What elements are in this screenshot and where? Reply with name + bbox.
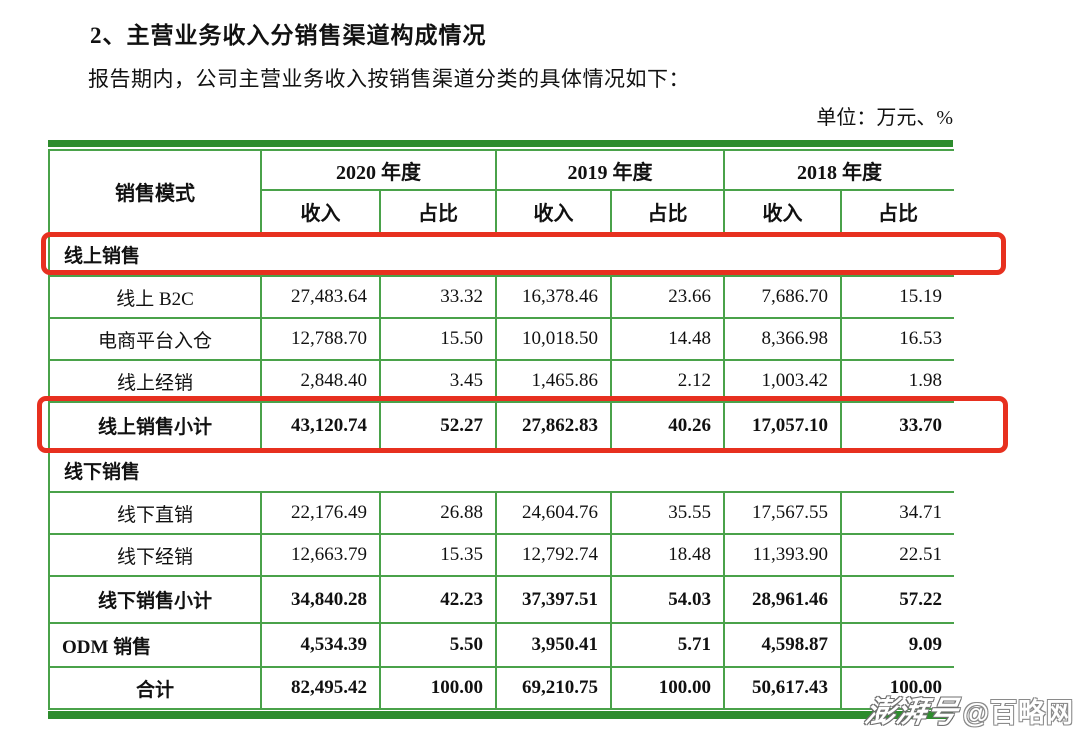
cell-income: 69,210.75 (495, 666, 612, 710)
table-row: 线下经销 12,663.79 15.35 12,792.74 18.48 11,393.9… (48, 533, 954, 577)
row-label: 线上销售 (48, 232, 954, 277)
cell-share: 14.48 (610, 317, 725, 361)
table-header-row-subcolumns: 收入 占比 收入 占比 收入 占比 (49, 189, 954, 234)
column-header-share-2019: 占比 (610, 189, 725, 234)
cell-income: 17,567.55 (723, 491, 842, 535)
cell-income: 11,393.90 (723, 533, 842, 577)
revenue-table-container: 销售模式 2020 年度 2019 年度 2018 年度 收入 占比 收入 占比… (48, 140, 954, 719)
table-body: 线上销售 线上 B2C 27,483.64 33.32 16,378.46 23.66 7,… (48, 232, 954, 710)
column-header-sales-mode: 销售模式 (48, 149, 262, 234)
unit-label: 单位：万元、% (816, 107, 953, 129)
cell-share: 33.32 (379, 275, 497, 319)
table-row: ODM 销售 4,534.39 5.50 3,950.41 5.71 4,598.87 9.… (48, 622, 954, 668)
cell-income: 34,840.28 (260, 575, 381, 624)
cell-income: 1,465.86 (495, 359, 612, 403)
cell-share: 57.22 (840, 575, 954, 624)
cell-income: 4,534.39 (260, 622, 381, 668)
row-label: 线下经销 (48, 533, 262, 577)
section-heading: 2、主营业务收入分销售渠道构成情况 (90, 23, 487, 48)
table-row: 线上 B2C 27,483.64 33.32 16,378.46 23.66 7,686.… (48, 275, 954, 319)
cell-share: 15.19 (840, 275, 954, 319)
cell-share: 2.12 (610, 359, 725, 403)
row-label: 线下直销 (48, 491, 262, 535)
table-row: 线下销售 (48, 448, 954, 493)
cell-share: 23.66 (610, 275, 725, 319)
column-header-income-2018: 收入 (723, 189, 842, 234)
cell-share: 9.09 (840, 622, 954, 668)
table-row: 线上经销 2,848.40 3.45 1,465.86 2.12 1,003.42 1.98 (48, 359, 954, 403)
cell-share: 33.70 (840, 401, 954, 450)
cell-income: 37,397.51 (495, 575, 612, 624)
cell-income: 17,057.10 (723, 401, 842, 450)
row-label: 线上销售小计 (48, 401, 262, 450)
cell-share: 18.48 (610, 533, 725, 577)
cell-income: 10,018.50 (495, 317, 612, 361)
cell-share: 100.00 (379, 666, 497, 710)
row-label: 电商平台入仓 (48, 317, 262, 361)
cell-income: 27,862.83 (495, 401, 612, 450)
table-row: 线上销售 (48, 232, 954, 277)
row-label: 线下销售 (48, 448, 954, 493)
column-header-year-2020: 2020 年度 (260, 149, 497, 191)
row-label: ODM 销售 (48, 622, 262, 668)
cell-share: 34.71 (840, 491, 954, 535)
cell-share: 15.50 (379, 317, 497, 361)
row-label: 线下销售小计 (48, 575, 262, 624)
row-label: 线上 B2C (48, 275, 262, 319)
cell-income: 50,617.43 (723, 666, 842, 710)
cell-share: 42.23 (379, 575, 497, 624)
cell-income: 16,378.46 (495, 275, 612, 319)
column-header-year-2018: 2018 年度 (723, 149, 954, 191)
table-row: 合计 82,495.42 100.00 69,210.75 100.00 50,617.4… (48, 666, 954, 710)
watermark: 澎湃号@百略网 (862, 687, 1074, 731)
watermark-logo: 澎湃号 (862, 696, 961, 729)
column-header-year-2019: 2019 年度 (495, 149, 725, 191)
cell-income: 2,848.40 (260, 359, 381, 403)
cell-income: 12,792.74 (495, 533, 612, 577)
cell-income: 4,598.87 (723, 622, 842, 668)
cell-share: 15.35 (379, 533, 497, 577)
cell-share: 40.26 (610, 401, 725, 450)
cell-income: 7,686.70 (723, 275, 842, 319)
table-top-rule (48, 140, 953, 147)
row-label: 线上经销 (48, 359, 262, 403)
cell-share: 54.03 (610, 575, 725, 624)
cell-share: 16.53 (840, 317, 954, 361)
table-row: 线上销售小计 43,120.74 52.27 27,862.83 40.26 17,057… (48, 401, 954, 450)
cell-income: 82,495.42 (260, 666, 381, 710)
cell-share: 100.00 (610, 666, 725, 710)
cell-income: 12,663.79 (260, 533, 381, 577)
cell-share: 5.50 (379, 622, 497, 668)
cell-income: 24,604.76 (495, 491, 612, 535)
cell-income: 28,961.46 (723, 575, 842, 624)
watermark-handle: @百略网 (962, 698, 1074, 728)
column-header-income-2020: 收入 (260, 189, 381, 234)
cell-income: 27,483.64 (260, 275, 381, 319)
cell-share: 5.71 (610, 622, 725, 668)
table-row: 线下销售小计 34,840.28 42.23 37,397.51 54.03 28,961… (48, 575, 954, 624)
cell-share: 1.98 (840, 359, 954, 403)
table-bottom-rule (48, 711, 953, 719)
table-header-row-years: 销售模式 2020 年度 2019 年度 2018 年度 (48, 149, 954, 234)
column-header-share-2018: 占比 (840, 189, 954, 234)
cell-share: 3.45 (379, 359, 497, 403)
cell-share: 26.88 (379, 491, 497, 535)
cell-income: 8,366.98 (723, 317, 842, 361)
cell-share: 100.00 (840, 666, 954, 710)
cell-share: 52.27 (379, 401, 497, 450)
cell-share: 35.55 (610, 491, 725, 535)
cell-income: 1,003.42 (723, 359, 842, 403)
row-label: 合计 (48, 666, 262, 710)
cell-income: 12,788.70 (260, 317, 381, 361)
cell-income: 3,950.41 (495, 622, 612, 668)
intro-paragraph: 报告期内，公司主营业务收入按销售渠道分类的具体情况如下： (88, 67, 690, 91)
table-row: 电商平台入仓 12,788.70 15.50 10,018.50 14.48 8,366.… (48, 317, 954, 361)
cell-income: 43,120.74 (260, 401, 381, 450)
cell-share: 22.51 (840, 533, 954, 577)
cell-income: 22,176.49 (260, 491, 381, 535)
column-header-income-2019: 收入 (495, 189, 612, 234)
revenue-by-channel-table: 销售模式 2020 年度 2019 年度 2018 年度 收入 占比 收入 占比… (48, 149, 954, 710)
table-row: 线下直销 22,176.49 26.88 24,604.76 35.55 17,567.5… (48, 491, 954, 535)
column-header-share-2020: 占比 (379, 189, 497, 234)
